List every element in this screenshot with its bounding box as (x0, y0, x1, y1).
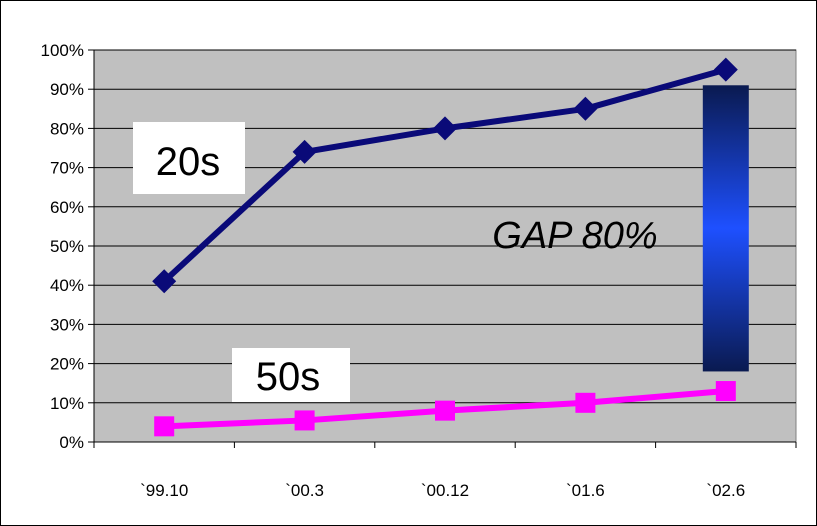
y-tick-label: 10% (50, 394, 84, 413)
data-point-square (435, 400, 455, 421)
data-point-square (294, 410, 315, 431)
gap-label: GAP 80% (492, 215, 657, 257)
y-tick-label: 90% (50, 80, 84, 99)
label-backgrounds (133, 122, 350, 402)
series-label: 20s (156, 140, 221, 184)
data-point-diamond (713, 57, 738, 82)
x-tick-label: `01.6 (566, 481, 605, 500)
data-point-diamond (292, 139, 317, 164)
y-tick-label: 50% (50, 237, 84, 256)
y-tick-label: 0% (59, 433, 84, 452)
grid-lines (94, 49, 796, 404)
y-tick-label: 20% (50, 355, 84, 374)
data-point-square (154, 416, 175, 437)
series-labels: 20s 50s (156, 140, 321, 399)
x-tick-label: `99.10 (140, 481, 188, 500)
x-tick-label: `00.12 (421, 481, 469, 500)
series (152, 57, 738, 437)
x-tick-labels: `99.10 `00.3 `00.12 `01.6 `02.6 (140, 481, 745, 500)
gap-bar (702, 85, 749, 372)
series-label-bg (232, 348, 350, 402)
series-label-bg (133, 122, 245, 194)
y-tick-label: 30% (50, 315, 84, 334)
x-tick-label: `00.3 (285, 481, 324, 500)
y-tick-label: 70% (50, 159, 84, 178)
data-point-diamond (573, 96, 598, 121)
data-point-square (575, 392, 596, 413)
y-tick-label: 40% (50, 276, 84, 295)
data-point-square (715, 381, 736, 402)
x-tick-label: `02.6 (706, 481, 745, 500)
series-label: 50s (256, 355, 321, 399)
data-point-diamond (152, 269, 177, 294)
axes (88, 49, 797, 448)
y-tick-label: 80% (50, 119, 84, 138)
gap-annotation: GAP 80% (492, 85, 749, 372)
y-tick-label: 60% (50, 198, 84, 217)
y-tick-labels: 0% 10% 20% 30% 40% 50% 60% 70% 80% 90% 100% (41, 41, 84, 452)
y-tick-label: 100% (41, 41, 84, 60)
data-point-diamond (433, 116, 457, 141)
